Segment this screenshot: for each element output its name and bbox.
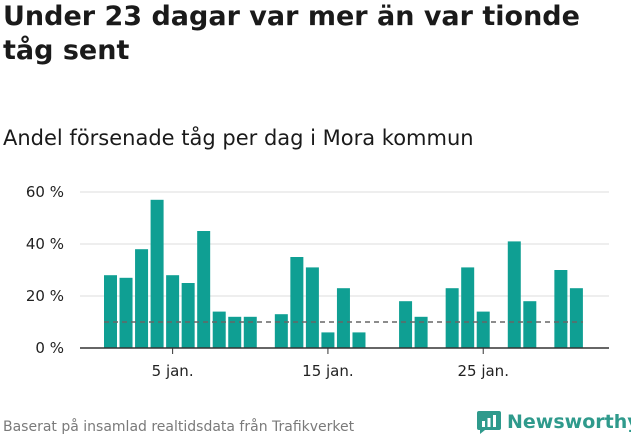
x-axis-ticks: 5 jan. 15 jan. 25 jan. (80, 347, 609, 380)
bar-day-15 (321, 332, 335, 348)
bar-day-7 (197, 231, 211, 348)
bar-day-4 (150, 199, 164, 348)
bar-day-24 (461, 267, 475, 348)
bar-day-16 (336, 288, 350, 348)
bar-day-6 (181, 283, 195, 348)
bar-day-1 (104, 275, 117, 348)
bar-day-17 (352, 332, 366, 348)
brand-name: Newsworthy (507, 411, 631, 433)
bar-day-31 (569, 288, 583, 348)
bar-chart: 0 % 20 % 40 % 60 % 5 jan. 15 jan. 25 jan. (26, 183, 609, 380)
bar-day-23 (445, 288, 459, 348)
bar-day-8 (212, 311, 226, 348)
newsworthy-logo-icon (477, 411, 501, 434)
bar-day-28 (523, 301, 537, 348)
x-tick-label: 15 jan. (302, 362, 354, 380)
bar-day-9 (228, 316, 242, 348)
source-note: Baserat på insamlad realtidsdata från Tr… (3, 419, 355, 435)
bar-day-30 (554, 270, 568, 348)
y-axis-ticks: 0 % 20 % 40 % 60 % (26, 183, 64, 357)
bar-day-12 (274, 314, 288, 348)
bar-day-25 (476, 311, 490, 348)
bar-day-14 (305, 267, 319, 348)
bar-day-10 (243, 316, 257, 348)
bars (104, 199, 583, 348)
bar-day-13 (290, 257, 304, 348)
bar-day-2 (119, 277, 133, 348)
x-tick-label: 25 jan. (457, 362, 509, 380)
bar-day-27 (507, 241, 521, 348)
y-tick-label: 20 % (26, 287, 64, 305)
bar-day-21 (414, 316, 428, 348)
y-tick-label: 60 % (26, 183, 64, 201)
chart-title: Under 23 dagar var mer än var tionde tåg… (3, 1, 580, 66)
bar-day-3 (135, 249, 149, 348)
y-tick-label: 40 % (26, 235, 64, 253)
bar-day-20 (399, 301, 413, 348)
chart-subtitle: Andel försenade tåg per dag i Mora kommu… (3, 126, 474, 150)
x-tick-label: 5 jan. (152, 362, 194, 380)
y-tick-label: 0 % (35, 339, 64, 357)
brand-logo: Newsworthy (476, 409, 631, 435)
bar-day-5 (166, 275, 180, 348)
